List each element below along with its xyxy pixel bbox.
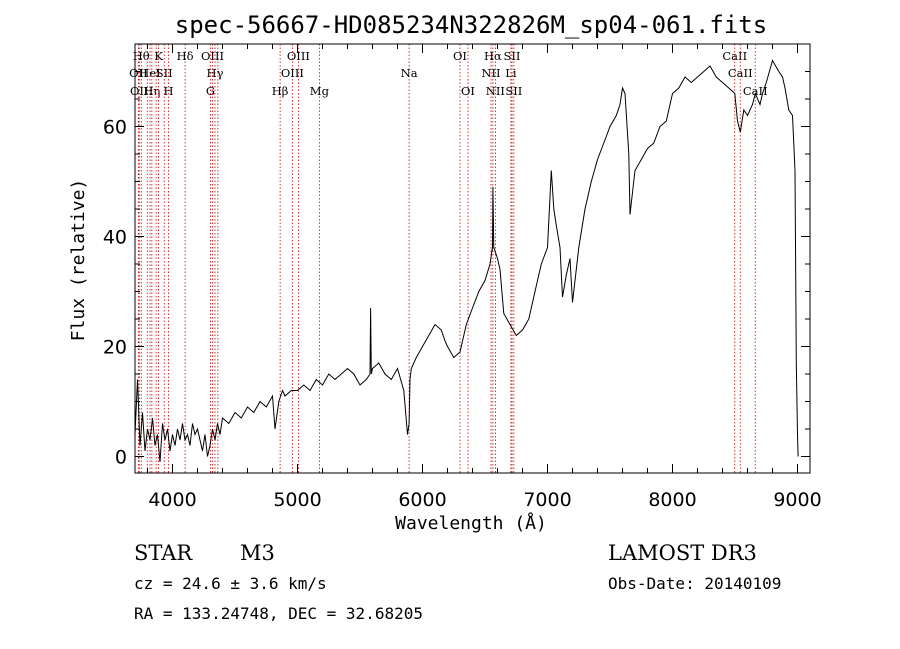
line-marker-label: OI [461, 84, 475, 98]
object-class: STAR [134, 541, 193, 565]
x-tick-label: 7000 [523, 489, 571, 511]
spectrum-plot [134, 59, 799, 463]
line-marker-label: SII [504, 49, 521, 63]
line-marker-label: Mg [310, 84, 330, 98]
line-marker-label: SII [156, 66, 173, 80]
line-marker-label: Na [401, 66, 418, 80]
line-marker-label: SII [505, 84, 522, 98]
line-marker-label: CaII [743, 84, 768, 98]
spectrum-series-flux [134, 59, 799, 463]
ra-dec: RA = 133.24748, DEC = 32.68205 [134, 604, 423, 623]
y-tick-label: 60 [103, 117, 127, 139]
x-tick-label: 6000 [398, 489, 446, 511]
chart-title: spec-56667-HD085234N322826M_sp04-061.fit… [175, 11, 767, 39]
x-tick-label: 8000 [648, 489, 696, 511]
line-marker-label: Hθ [133, 49, 150, 63]
line-marker-label: Li [505, 66, 517, 80]
x-tick-label: 4000 [148, 489, 196, 511]
y-tick-label: 40 [103, 227, 127, 249]
info-panel: STAR M3 LAMOST DR3 cz = 24.6 ± 3.6 km/s … [134, 541, 781, 623]
survey-name: LAMOST DR3 [608, 541, 757, 565]
line-marker-label: Hα [484, 49, 502, 63]
x-tick-label: 9000 [773, 489, 821, 511]
line-marker-label: CaII [722, 49, 747, 63]
observation-date: Obs-Date: 20140109 [608, 574, 781, 593]
line-marker-label: Hγ [207, 66, 224, 80]
line-marker-label: Hβ [272, 84, 289, 98]
line-marker-label: OI [453, 49, 467, 63]
line-marker-label: HeI [139, 66, 160, 80]
y-tick-label: 20 [103, 337, 127, 359]
line-marker-label: NII [481, 66, 500, 80]
line-marker-label: Hη [143, 84, 160, 98]
object-subclass: M3 [240, 541, 275, 565]
redshift-cz: cz = 24.6 ± 3.6 km/s [134, 574, 327, 593]
line-marker-label: OII [129, 66, 148, 80]
line-marker-label: OIII [201, 49, 224, 63]
line-marker-label: NII [486, 84, 505, 98]
plot-frame [134, 43, 811, 474]
line-marker-label: Hδ [177, 49, 194, 63]
axes: 4000 5000 6000 7000 8000 9000 0 20 40 60 [103, 43, 822, 511]
line-marker-label: OIII [281, 66, 304, 80]
emission-line-markers: OIIOIIHθHeIHηKSIIHHδGOIIIHγHβOIIIOIIIMgN… [129, 44, 768, 473]
x-axis-label: Wavelength (Å) [395, 512, 547, 534]
line-marker-label: G [206, 84, 215, 98]
line-marker-label: CaII [728, 66, 753, 80]
line-marker-label: K [154, 49, 163, 63]
y-axis-label: Flux (relative) [68, 179, 89, 342]
line-marker-label: OIII [287, 49, 310, 63]
line-marker-label: H [163, 84, 173, 98]
x-tick-label: 5000 [273, 489, 321, 511]
y-tick-label: 0 [115, 447, 127, 469]
